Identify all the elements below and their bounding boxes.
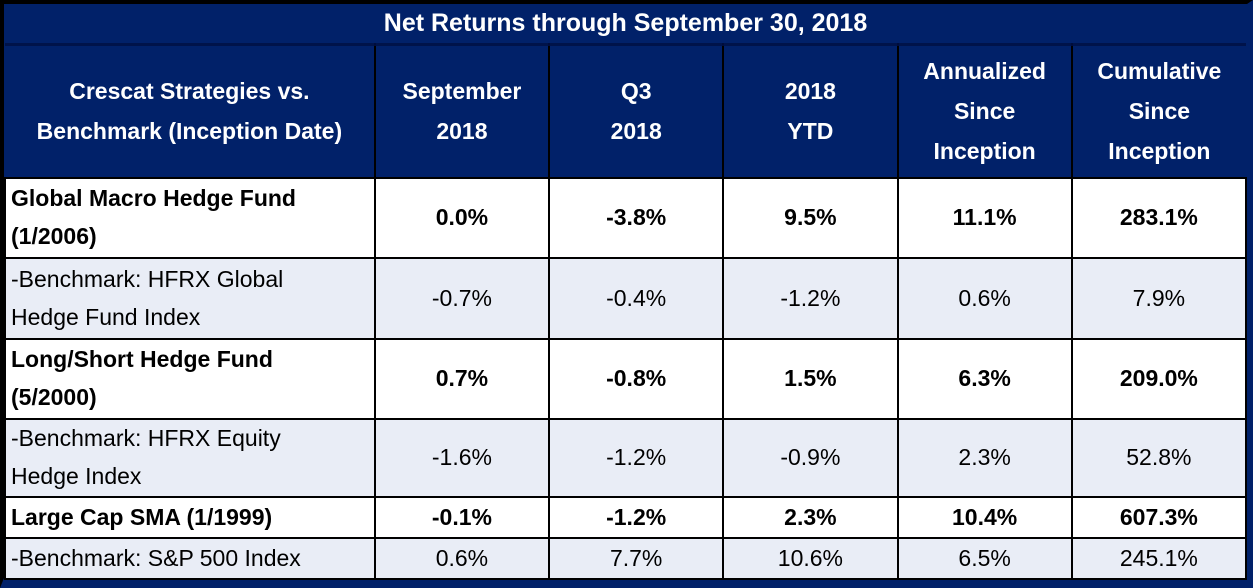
- column-header-2018-ytd: 2018 YTD: [722, 44, 898, 179]
- row-label: Global Macro Hedge Fund (1/2006): [4, 177, 376, 259]
- row-label: -Benchmark: HFRX Global Hedge Fund Index: [4, 257, 376, 340]
- value-cell: -3.8%: [548, 177, 725, 259]
- column-header-annualized-since-inception: Annualized Since Inception: [896, 44, 1072, 179]
- value-cell: -0.4%: [548, 257, 725, 340]
- value-cell: 9.5%: [722, 177, 899, 259]
- table-row-benchmark-hfrx-global: -Benchmark: HFRX Global Hedge Fund Index…: [4, 257, 1248, 340]
- value-cell: 209.0%: [1070, 338, 1248, 420]
- value-cell: 607.3%: [1070, 496, 1248, 539]
- table-row-global-macro: Global Macro Hedge Fund (1/2006) 0.0% -3…: [4, 177, 1248, 259]
- value-cell: -0.7%: [373, 257, 551, 340]
- value-cell: -1.6%: [373, 418, 551, 498]
- row-label: Large Cap SMA (1/1999): [4, 496, 376, 539]
- value-cell: 1.5%: [722, 338, 899, 420]
- value-cell: 10.4%: [896, 496, 1073, 539]
- value-cell: 11.1%: [896, 177, 1073, 259]
- value-cell: -0.8%: [548, 338, 725, 420]
- value-cell: 2.3%: [722, 496, 899, 539]
- table-header-row: Crescat Strategies vs. Benchmark (Incept…: [5, 44, 1246, 179]
- value-cell: 0.6%: [373, 537, 551, 580]
- value-cell: 0.6%: [896, 257, 1073, 340]
- value-cell: 2.3%: [896, 418, 1073, 498]
- value-cell: -0.1%: [373, 496, 551, 539]
- value-cell: 7.7%: [548, 537, 725, 580]
- value-cell: 52.8%: [1070, 418, 1248, 498]
- value-cell: 7.9%: [1070, 257, 1248, 340]
- value-cell: -0.9%: [722, 418, 899, 498]
- value-cell: 10.6%: [722, 537, 899, 580]
- value-cell: 283.1%: [1070, 177, 1248, 259]
- table-row-benchmark-hfrx-equity: -Benchmark: HFRX Equity Hedge Index -1.6…: [4, 418, 1248, 498]
- column-header-september-2018: September 2018: [373, 44, 550, 179]
- net-returns-table: Net Returns through September 30, 2018 C…: [4, 4, 1248, 580]
- value-cell: 6.3%: [896, 338, 1073, 420]
- row-label: Long/Short Hedge Fund (5/2000): [4, 338, 376, 420]
- table-row-long-short: Long/Short Hedge Fund (5/2000) 0.7% -0.8…: [4, 338, 1248, 420]
- table-row-large-cap-sma: Large Cap SMA (1/1999) -0.1% -1.2% 2.3% …: [4, 496, 1248, 539]
- table-title-row: Net Returns through September 30, 2018: [5, 4, 1246, 46]
- value-cell: 6.5%: [896, 537, 1073, 580]
- value-cell: -1.2%: [722, 257, 899, 340]
- row-label: -Benchmark: HFRX Equity Hedge Index: [4, 418, 376, 498]
- value-cell: 245.1%: [1070, 537, 1248, 580]
- table-row-benchmark-sp500: -Benchmark: S&P 500 Index 0.6% 7.7% 10.6…: [4, 537, 1248, 580]
- column-header-cumulative-since-inception: Cumulative Since Inception: [1070, 44, 1246, 179]
- column-header-strategies: Crescat Strategies vs. Benchmark (Incept…: [5, 44, 375, 179]
- column-header-q3-2018: Q3 2018: [548, 44, 724, 179]
- table-title: Net Returns through September 30, 2018: [5, 4, 1246, 46]
- value-cell: 0.0%: [373, 177, 551, 259]
- row-label: -Benchmark: S&P 500 Index: [4, 537, 376, 580]
- value-cell: -1.2%: [548, 418, 725, 498]
- value-cell: 0.7%: [373, 338, 551, 420]
- value-cell: -1.2%: [548, 496, 725, 539]
